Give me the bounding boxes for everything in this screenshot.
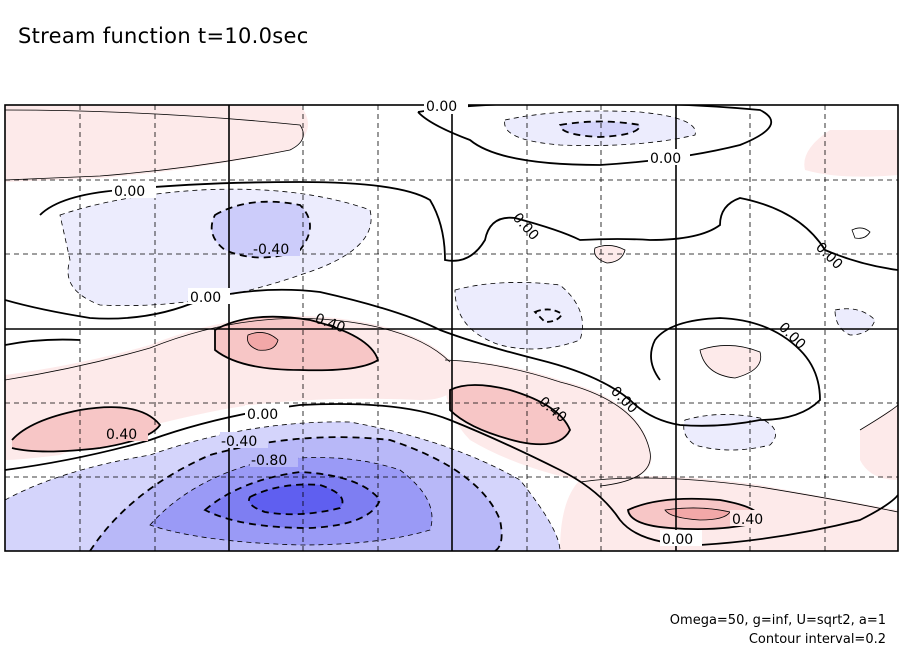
contour-label: 0.00: [775, 320, 808, 353]
contour-pos-thin-2: [5, 317, 451, 381]
contour-pos-040-left: [11, 406, 162, 453]
region-pos-mid: [215, 316, 378, 371]
contour-pos-thin-3: [444, 359, 651, 487]
contour-neg-thin-5: [834, 308, 876, 336]
contour-pos-thin-7: [594, 245, 626, 264]
region-pos-mid-core: [247, 332, 278, 351]
contour-zero-upper: [39, 181, 898, 271]
contour-label: 0.40: [106, 427, 137, 443]
region-pos-bottom-right-core: [665, 507, 730, 520]
region-pos-center-right: [450, 385, 570, 445]
footnote-contour-interval: Contour interval=0.2: [748, 632, 886, 647]
contour-label: 0.00: [812, 240, 845, 273]
footnote-parameters: Omega=50, g=inf, U=sqrt2, a=1: [669, 613, 886, 628]
contour-label: 0.40: [732, 512, 763, 528]
region-neg-bottom-4: [249, 484, 343, 515]
contour-neg-040-bottom: [89, 436, 503, 551]
chart-title: Stream function t=10.0sec: [18, 24, 309, 48]
contour-zero-lower: [5, 403, 898, 546]
contour-neg-thin-6: [5, 421, 561, 551]
contour-pos-thin-6: [699, 345, 762, 379]
region-pos-topleft: [5, 105, 308, 182]
contour-label: -0.40: [221, 434, 257, 450]
contour-neg-thin-3: [454, 282, 583, 350]
contour-neg-080-bottom: [203, 471, 382, 529]
contour-neg-040-top: [559, 120, 641, 138]
contour-label: -0.80: [251, 453, 287, 469]
contour-label: 0.00: [190, 290, 221, 306]
contour-zero-top: [417, 105, 773, 166]
region-neg-top-center-core: [560, 121, 640, 137]
major-grid: [5, 105, 898, 551]
contour-label: 0.00: [247, 407, 278, 423]
shaded-regions: [5, 105, 898, 551]
contour-pos-thin-core-2: [664, 507, 731, 521]
contour-neg-core: [248, 483, 344, 516]
region-neg-right-edge: [835, 308, 875, 335]
contour-label: -0.40: [253, 242, 289, 258]
contour-label: 0.00: [650, 151, 681, 167]
grid: [5, 105, 898, 551]
contour-neg-040-center: [533, 308, 564, 323]
region-pos-right-small: [700, 345, 761, 378]
contour-zero-left-edge: [5, 338, 81, 346]
contour-pos-thin-8: [851, 227, 871, 239]
contour-pos-040-mid: [214, 315, 380, 372]
contour-pos-thin-4: [579, 477, 898, 513]
contour-pos-thin-5: [859, 404, 898, 431]
contour-pos-thin-1: [5, 109, 304, 181]
contour-pos-040-center: [449, 384, 571, 446]
contour-neg-040-upper: [210, 200, 311, 259]
contour-label: 0.00: [426, 99, 457, 115]
region-neg-right: [683, 414, 776, 450]
contour-label: 0.00: [509, 210, 542, 244]
region-neg-center: [455, 282, 583, 349]
contour-neg-thin-2: [504, 110, 696, 146]
region-pos-right-edge: [860, 405, 898, 480]
region-pos-topright: [804, 130, 898, 177]
contour-neg-thin-7: [149, 457, 433, 546]
contour-neg-thin-1: [59, 188, 372, 307]
contour-lines: [5, 105, 898, 551]
contour-label: 0.00: [662, 532, 693, 548]
contour-pos-thin-core-1: [247, 332, 279, 351]
contour-label: 0.00: [114, 184, 145, 200]
contour-neg-thin-4: [683, 414, 777, 451]
